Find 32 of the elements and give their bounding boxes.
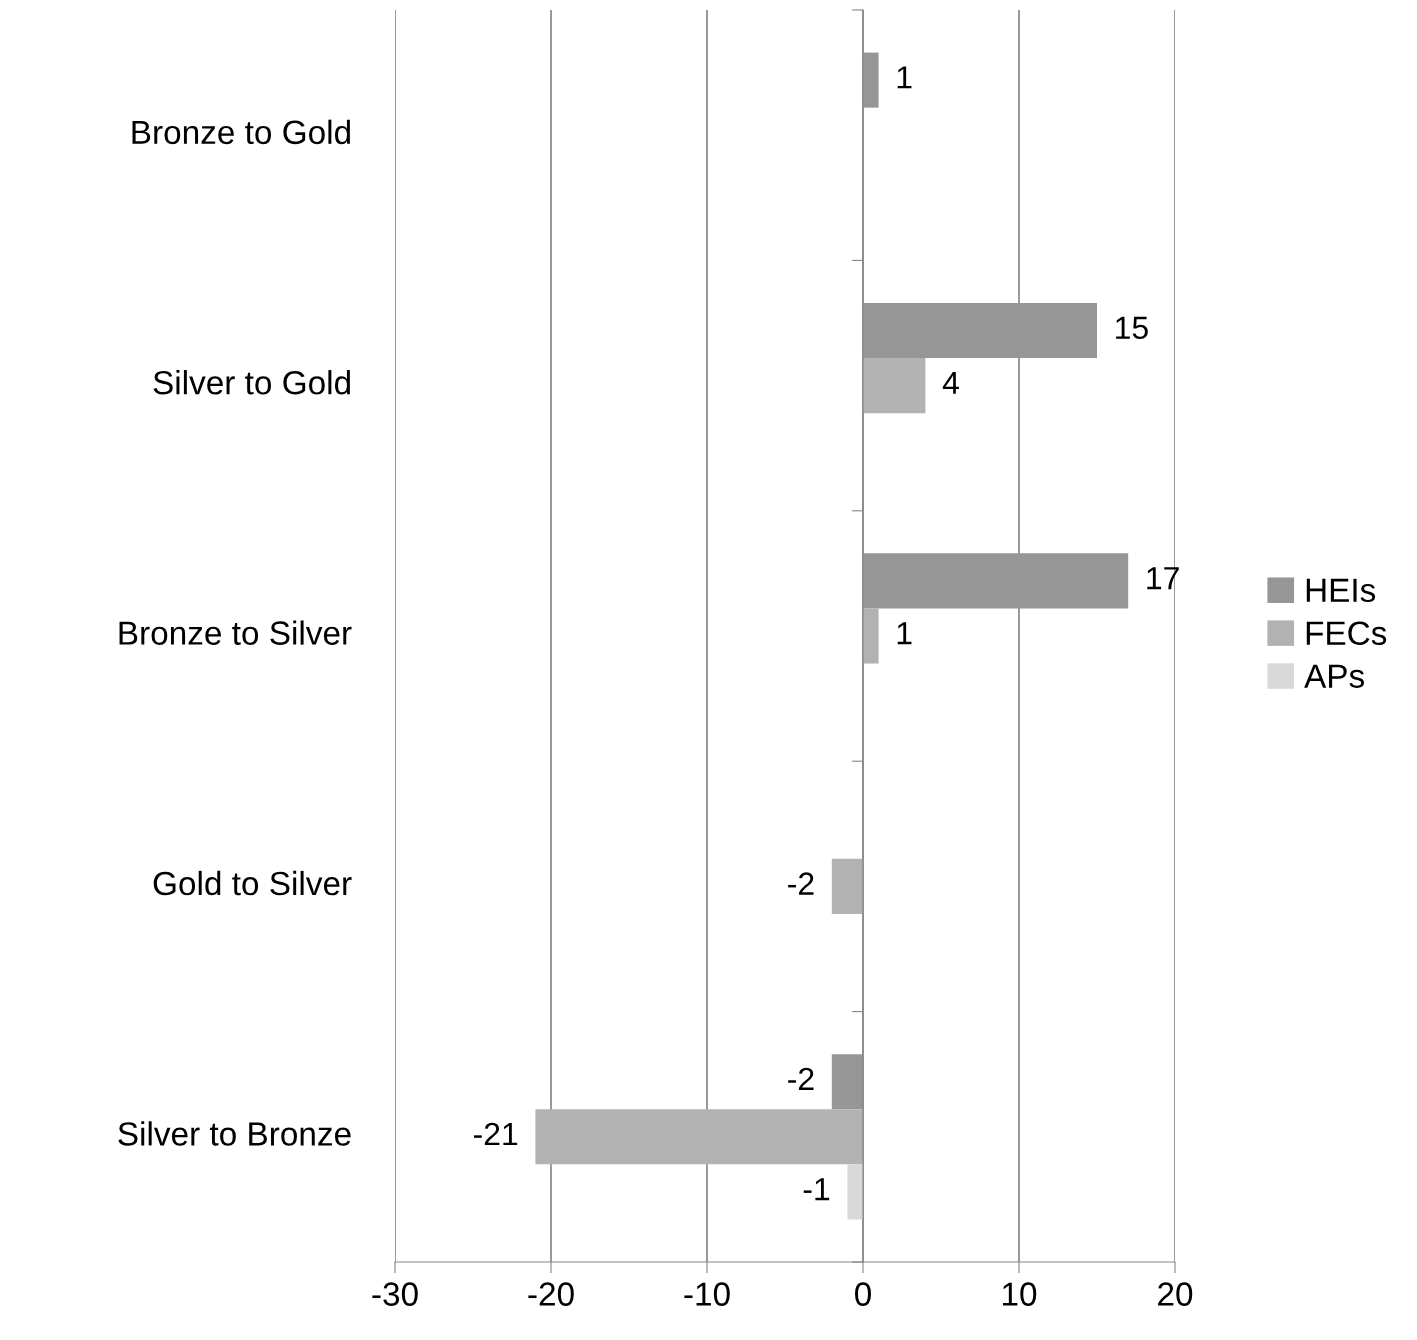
legend-label: APs [1304, 664, 1364, 688]
bar [863, 52, 879, 108]
x-tick-label: 20 [1158, 1282, 1193, 1306]
x-tick-label: 10 [1003, 1282, 1037, 1306]
data-label: 17 [1147, 567, 1179, 590]
data-label: 15 [1116, 316, 1148, 340]
bar [863, 302, 1097, 359]
data-label: -2 [788, 1067, 814, 1090]
x-tick-label: -10 [684, 1282, 730, 1306]
x-tick-label: 0 [855, 1282, 871, 1306]
bar [831, 858, 863, 914]
bar [863, 358, 926, 414]
bar [863, 553, 1129, 609]
x-tick-label: -20 [528, 1282, 574, 1306]
data-label: 1 [897, 66, 912, 89]
data-label: 1 [897, 622, 912, 645]
bar [535, 1109, 863, 1165]
y-tick-label: Gold to Silver [153, 870, 352, 896]
y-tick-label: Bronze to Silver [119, 620, 352, 645]
y-tick-label: Bronze to Gold [132, 119, 350, 145]
x-tick-label: -30 [372, 1282, 418, 1306]
data-label: -21 [473, 1122, 518, 1146]
data-label: 4 [942, 371, 959, 394]
legend-label: HEIs [1306, 578, 1376, 603]
bar [831, 1054, 863, 1110]
bar [863, 608, 879, 664]
data-label: -1 [803, 1178, 830, 1201]
bar [847, 1164, 863, 1220]
y-tick-label: Silver to Gold [153, 370, 350, 395]
legend-label: FECs [1306, 621, 1387, 646]
y-tick-label: Silver to Bronze [118, 1121, 351, 1146]
data-label: -2 [788, 872, 814, 895]
